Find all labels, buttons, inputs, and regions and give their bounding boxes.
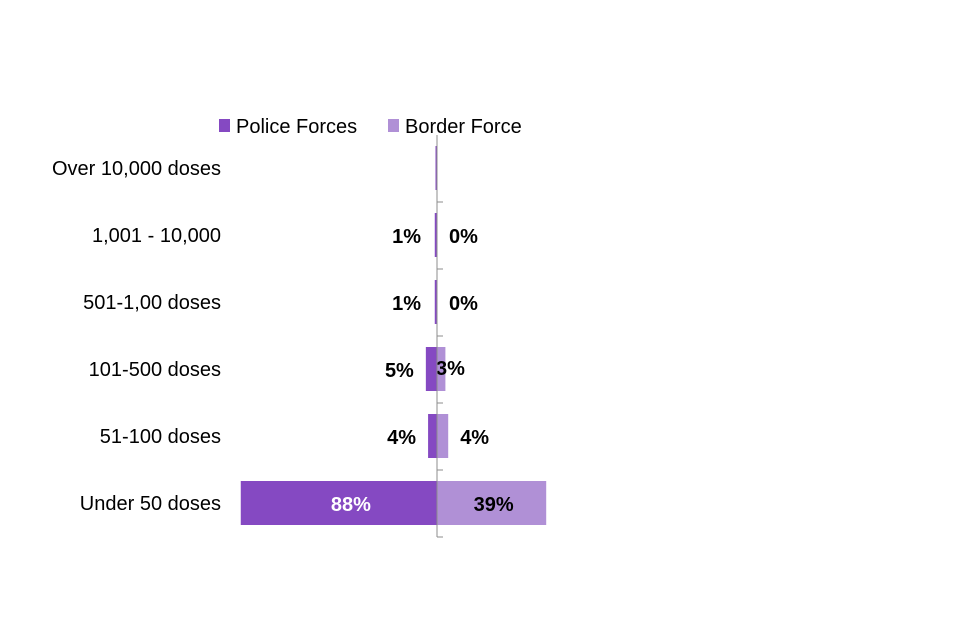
legend-label-1: Border Force <box>405 116 522 138</box>
category-label: 51-100 doses <box>100 426 221 448</box>
category-label: 101-500 doses <box>89 359 221 381</box>
data-label-police: 88% <box>331 494 371 516</box>
bar-border-force <box>437 414 449 458</box>
data-label-border: 4% <box>460 427 489 449</box>
bar-border-force <box>437 347 446 391</box>
bar-police-forces <box>428 414 437 458</box>
bar-border-force <box>437 481 547 525</box>
bar-police-forces <box>434 280 437 324</box>
category-label: 501-1,00 doses <box>83 292 221 314</box>
bar-police-forces <box>425 347 437 391</box>
bar-police-forces <box>240 481 437 525</box>
data-label-border: 39% <box>474 494 514 516</box>
data-label-police: 5% <box>385 360 414 382</box>
data-label-border: 0% <box>449 293 478 315</box>
legend-label-0: Police Forces <box>236 116 357 138</box>
legend-swatch-0 <box>219 119 230 132</box>
data-label-border: 0% <box>449 226 478 248</box>
data-label-police: 1% <box>392 293 421 315</box>
data-label-police: 4% <box>387 427 416 449</box>
category-label: 1,001 - 10,000 <box>92 225 221 247</box>
category-label: Under 50 doses <box>80 493 221 515</box>
legend-swatch-1 <box>388 119 399 132</box>
bar-police-forces <box>434 213 437 257</box>
bar-police-forces <box>435 146 437 190</box>
category-label: Over 10,000 doses <box>52 158 221 180</box>
data-label-police: 1% <box>392 226 421 248</box>
data-label-border: 3% <box>436 358 465 380</box>
